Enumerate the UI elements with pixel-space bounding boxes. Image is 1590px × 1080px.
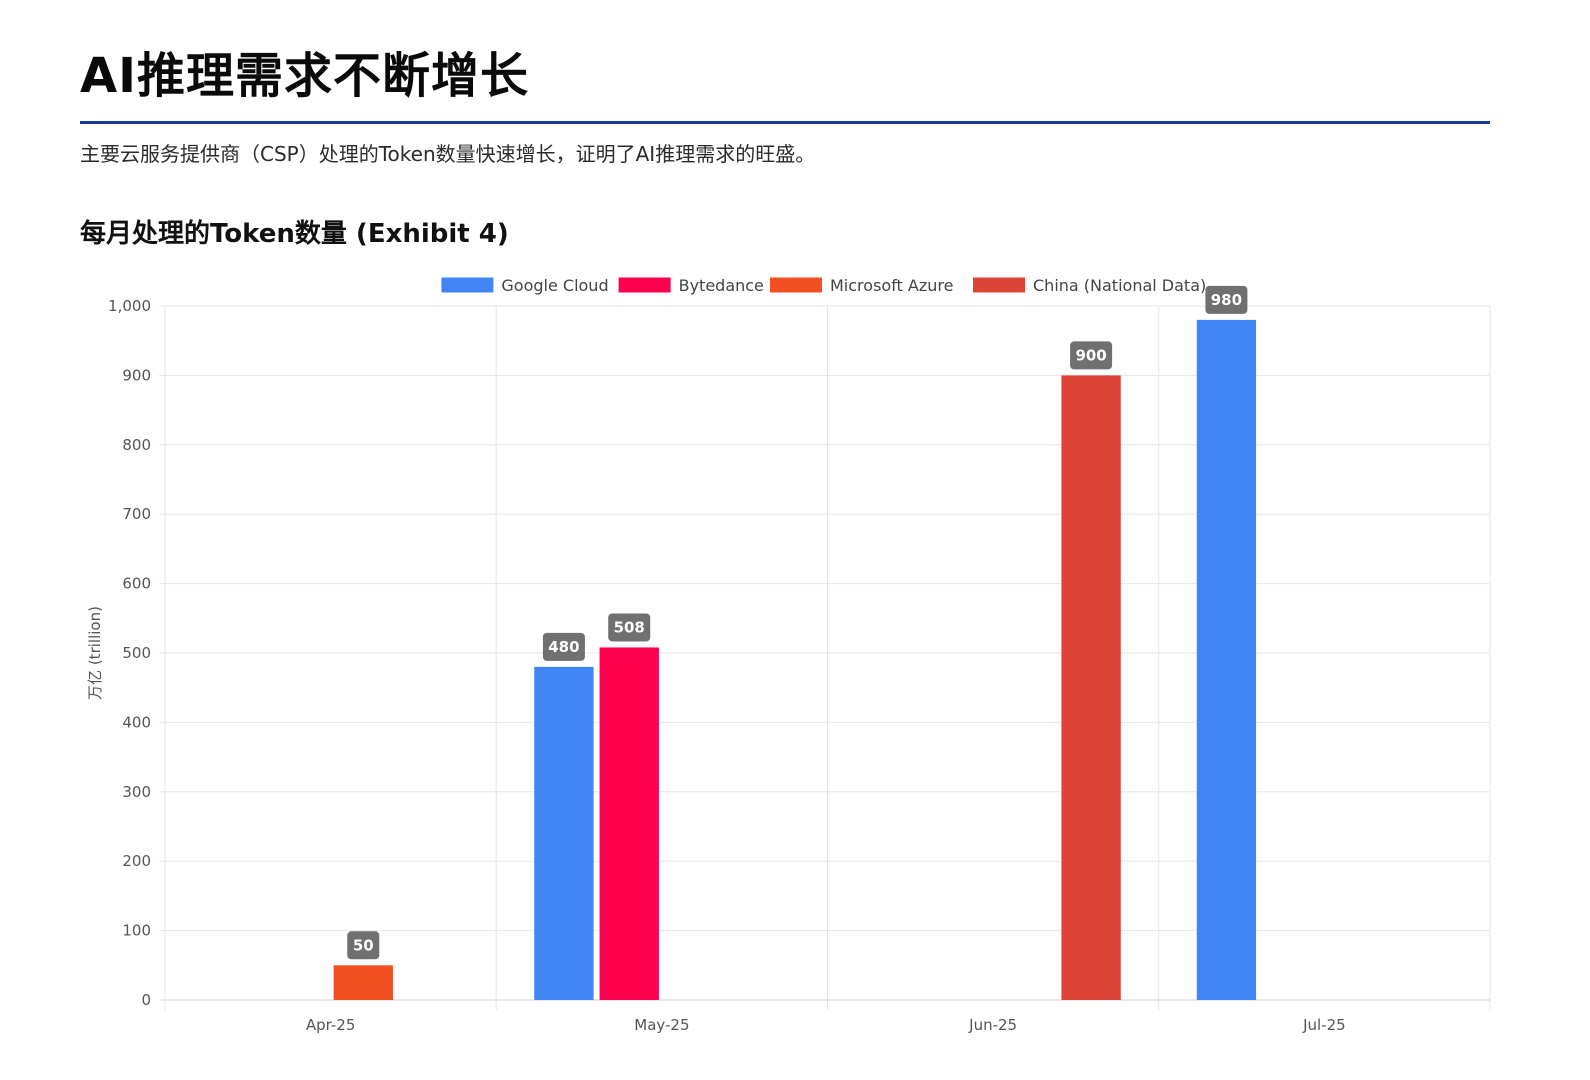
y-tick-label: 0 xyxy=(141,991,151,1009)
y-tick-label: 400 xyxy=(122,713,151,731)
data-label-box xyxy=(347,931,380,960)
x-tick-label: Jul-25 xyxy=(1302,1016,1346,1034)
y-tick-label: 100 xyxy=(122,922,151,940)
y-tick-label: 800 xyxy=(122,436,151,454)
data-label: 480 xyxy=(548,638,579,656)
data-label-box xyxy=(608,613,651,642)
title-divider xyxy=(80,121,1490,124)
data-label-box xyxy=(542,632,585,661)
bar xyxy=(1196,319,1257,1000)
legend-swatch xyxy=(441,277,494,293)
y-tick-label: 1,000 xyxy=(108,297,151,315)
y-tick-label: 200 xyxy=(122,852,151,870)
x-tick-label: May-25 xyxy=(634,1016,689,1034)
y-tick-label: 900 xyxy=(122,366,151,384)
y-tick-label: 500 xyxy=(122,644,151,662)
bar-layer xyxy=(333,319,1257,1000)
y-tick-label: 600 xyxy=(122,575,151,593)
page-title: AI推理需求不断增长 xyxy=(80,48,530,104)
x-tick-label: Jun-25 xyxy=(968,1016,1017,1034)
legend-item-label: Microsoft Azure xyxy=(830,276,953,295)
data-label-layer: 480 980 508 50 900 xyxy=(347,285,1248,960)
legend-item-label: Google Cloud xyxy=(501,276,608,295)
bar xyxy=(534,666,594,1000)
data-label: 50 xyxy=(353,936,374,954)
data-label: 508 xyxy=(614,618,645,636)
y-tick-label: 700 xyxy=(122,505,151,523)
legend-swatch xyxy=(973,277,1025,293)
bar xyxy=(333,965,393,1000)
chart-title: 每月处理的Token数量 (Exhibit 4) xyxy=(80,219,509,249)
legend-item-label: Bytedance xyxy=(679,276,764,295)
legend: Google Cloud Bytedance Microsoft Azure Chin… xyxy=(441,276,1206,295)
data-label-box xyxy=(1205,285,1248,314)
x-tick-label: Apr-25 xyxy=(306,1016,356,1034)
grid-layer xyxy=(159,305,1491,1010)
y-tick-label: 300 xyxy=(122,783,151,801)
y-axis-title: 万亿 (trillion) xyxy=(86,606,104,700)
data-label: 900 xyxy=(1075,346,1106,364)
page-subtitle: 主要云服务提供商（CSP）处理的Token数量快速增长，证明了AI推理需求的旺盛… xyxy=(80,142,816,166)
data-label-box xyxy=(1070,341,1113,370)
bar xyxy=(599,647,659,1000)
legend-swatch xyxy=(618,277,671,293)
legend-swatch xyxy=(770,277,822,293)
bar xyxy=(1061,375,1121,1000)
data-label: 980 xyxy=(1211,291,1242,309)
axis-layer: 0 100 200 300 400 500 600 700 800 900 1,000 Apr-25 M… xyxy=(86,297,1490,1034)
legend-item-label: China (National Data) xyxy=(1033,276,1206,295)
